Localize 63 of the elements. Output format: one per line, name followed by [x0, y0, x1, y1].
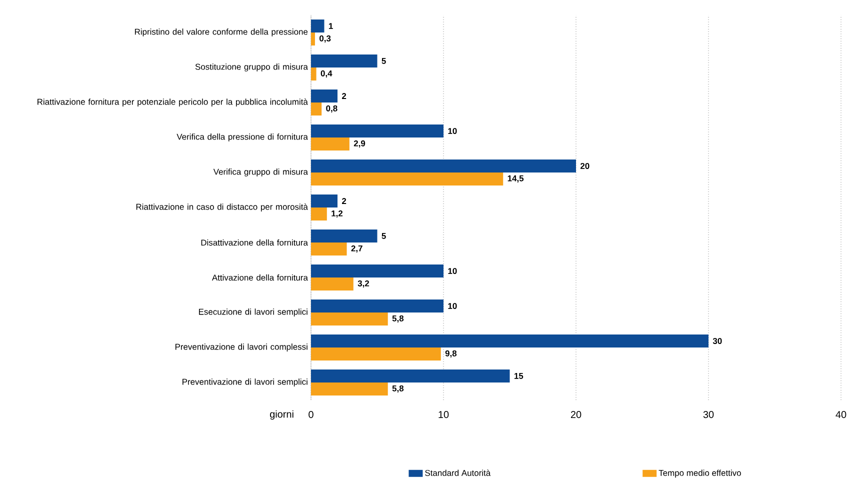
- bar: [311, 194, 338, 208]
- bar: [311, 137, 350, 150]
- bar: [311, 207, 327, 220]
- bar: [311, 278, 354, 290]
- bar: [311, 19, 324, 32]
- data-label: 5,8: [392, 315, 404, 323]
- data-label: 14,5: [508, 175, 524, 183]
- bar: [311, 102, 322, 116]
- bar: [311, 348, 441, 360]
- data-label: 10: [448, 303, 457, 309]
- bar: [311, 229, 378, 242]
- data-label: 10: [448, 128, 457, 134]
- bar: [311, 382, 388, 396]
- bar: [311, 264, 444, 278]
- data-label: 9,8: [445, 350, 457, 358]
- bar: [311, 89, 338, 102]
- y-tick-label: Disattivazione della fornitura: [201, 239, 308, 246]
- data-label: 5,8: [392, 385, 404, 393]
- data-label: 15: [514, 373, 524, 379]
- bar: [311, 124, 444, 138]
- data-label: 5: [382, 233, 386, 239]
- data-label: 5: [382, 58, 386, 64]
- data-label: 3,2: [358, 280, 370, 288]
- y-tick-label: Preventivazione di lavori complessi: [175, 344, 308, 352]
- bar: [311, 32, 315, 46]
- bar: [311, 334, 708, 348]
- legend-label: Standard Autorità: [425, 470, 491, 476]
- x-tick-label: 10: [438, 411, 449, 418]
- data-label: 0,4: [320, 70, 332, 78]
- bar: [311, 54, 378, 68]
- data-label: 30: [712, 338, 722, 344]
- legend-label: Tempo medio effettivo: [658, 470, 741, 478]
- bar: [311, 67, 316, 80]
- x-tick-label: 20: [570, 411, 582, 418]
- bar: [311, 370, 510, 382]
- data-label: 2,7: [351, 245, 362, 253]
- y-tick-label: Esecuzione di lavori semplici: [199, 308, 308, 316]
- y-tick-label: Riattivazione in caso di distacco per morosità: [136, 204, 308, 212]
- bar: [311, 172, 504, 186]
- x-tick-label: 0: [308, 411, 314, 418]
- data-label: 1,2: [332, 210, 343, 218]
- bar: [311, 312, 388, 326]
- y-tick-label: Verifica della pressione di fornitura: [176, 134, 308, 142]
- data-label: 2: [342, 198, 346, 204]
- y-tick-label: Riattivazione fornitura per potenziale pericolo per la pubblica incolumità: [38, 98, 308, 106]
- x-axis-title: giorni: [270, 410, 294, 420]
- x-tick-label: 30: [703, 411, 714, 418]
- y-tick-label: Attivazione della fornitura: [212, 274, 308, 281]
- data-label: 2: [342, 93, 346, 99]
- y-tick-label: Preventivazione di lavori semplici: [182, 378, 308, 386]
- data-label: 0,3: [320, 35, 331, 43]
- data-label: 2,9: [354, 140, 366, 148]
- bar: [311, 159, 576, 172]
- data-label: 10: [448, 268, 457, 274]
- y-tick-label: Sostituzione gruppo di misura: [195, 64, 308, 72]
- y-tick-label: Ripristino del valore conforme della pressione: [134, 28, 308, 36]
- bar: [311, 242, 347, 256]
- x-tick-label: 40: [836, 411, 846, 418]
- data-label: 1: [328, 23, 333, 29]
- data-label: 20: [580, 163, 590, 169]
- bar: [311, 300, 444, 312]
- y-tick-label: Verifica gruppo di misura: [213, 168, 308, 176]
- data-label: 0,8: [326, 105, 338, 113]
